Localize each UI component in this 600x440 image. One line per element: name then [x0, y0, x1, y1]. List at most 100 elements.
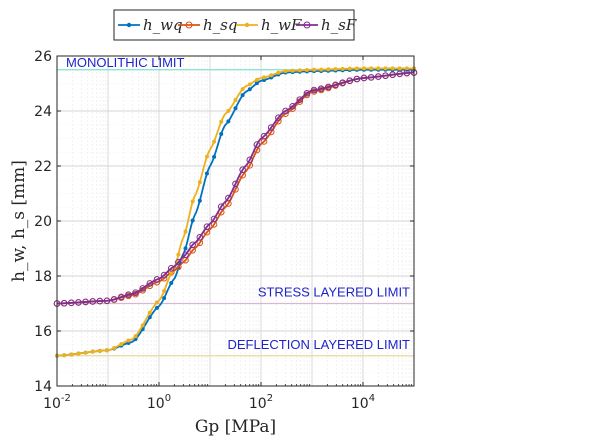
data-point	[212, 139, 217, 144]
data-point	[276, 70, 281, 75]
data-point	[60, 299, 68, 307]
data-point	[360, 74, 368, 82]
y-tick-label: 18	[34, 269, 52, 285]
data-point	[362, 66, 367, 71]
data-point	[319, 67, 324, 72]
data-point	[82, 298, 89, 306]
data-point	[139, 285, 146, 292]
data-point	[247, 87, 252, 92]
legend-swatch-marker	[244, 22, 250, 28]
data-point	[367, 74, 375, 81]
data-point	[182, 251, 189, 259]
data-point	[383, 66, 388, 71]
data-point	[254, 81, 259, 86]
data-point	[96, 297, 104, 305]
data-point	[83, 350, 88, 355]
data-point	[282, 107, 289, 115]
data-point	[175, 258, 182, 266]
data-point	[333, 67, 338, 72]
data-point	[304, 67, 309, 72]
series-hwF	[55, 66, 416, 358]
reference-label: STRESS LAYERED LIMIT	[258, 285, 410, 300]
data-point	[196, 233, 204, 241]
data-point	[396, 70, 404, 78]
data-point	[176, 252, 181, 257]
legend-swatch-marker	[185, 21, 193, 29]
data-point	[117, 293, 125, 301]
data-point	[133, 334, 138, 339]
data-point	[104, 348, 109, 353]
data-point	[89, 298, 96, 305]
data-point	[219, 119, 224, 124]
data-point	[226, 119, 231, 124]
x-tick-base: 10	[43, 396, 61, 412]
data-point	[332, 81, 339, 89]
data-point	[376, 66, 381, 71]
data-point	[183, 246, 188, 251]
data-point	[217, 203, 225, 210]
x-tick-label: 100	[147, 393, 171, 412]
y-tick-label: 20	[34, 214, 52, 230]
data-point	[390, 66, 395, 71]
data-point	[389, 71, 396, 79]
data-point	[339, 79, 346, 86]
data-point	[239, 166, 246, 174]
data-point	[375, 73, 382, 80]
data-point	[269, 73, 274, 78]
data-point	[146, 280, 154, 287]
data-point	[310, 86, 318, 94]
data-point	[119, 342, 124, 347]
data-point	[204, 171, 209, 176]
data-point	[296, 96, 304, 103]
data-point	[354, 66, 359, 71]
data-point	[254, 77, 259, 82]
data-point	[260, 132, 268, 140]
data-point	[197, 180, 202, 185]
data-point	[233, 98, 238, 102]
legend-item-hsq: h_sq	[178, 16, 237, 34]
data-point	[253, 141, 261, 148]
data-point	[219, 131, 224, 136]
data-point	[233, 106, 238, 111]
data-point	[317, 85, 325, 93]
data-point	[154, 305, 159, 310]
y-axis-label: h_w, h_s [mm]	[9, 160, 29, 282]
x-tick-label: 102	[249, 393, 273, 412]
data-point	[154, 300, 159, 305]
data-point	[62, 353, 67, 358]
x-tick-base: 10	[351, 396, 369, 412]
axis-labels: Gp [MPa] h_w, h_s [mm]	[9, 160, 276, 437]
data-point	[404, 66, 409, 71]
y-tick-label: 16	[34, 324, 52, 340]
legend: h_wq h_sq h_wF h_sF	[113, 9, 357, 41]
legend-swatch-marker	[126, 22, 132, 28]
data-point	[232, 180, 239, 188]
reference-label: DEFLECTION LAYERED LIMIT	[227, 337, 410, 352]
x-tick-exponent: 2	[267, 393, 273, 404]
data-point	[240, 93, 245, 98]
data-point	[347, 66, 352, 71]
data-point	[190, 218, 195, 223]
data-point	[246, 156, 254, 164]
legend-item-hsF: h_sF	[296, 16, 357, 34]
y-tick-label: 24	[34, 104, 52, 120]
x-tick-label: 104	[351, 393, 375, 412]
x-axis-label: Gp [MPa]	[195, 417, 276, 437]
data-point	[69, 352, 74, 357]
data-point	[369, 66, 374, 71]
reference-label: MONOLITHIC LIMIT	[66, 55, 185, 70]
data-point	[125, 291, 132, 298]
data-point	[75, 299, 82, 306]
data-point	[275, 114, 282, 122]
data-point	[183, 229, 188, 234]
data-point	[303, 90, 311, 97]
grid	[57, 56, 414, 386]
data-point	[226, 108, 231, 113]
legend-label: h_wF	[261, 16, 302, 34]
data-point	[147, 310, 152, 315]
data-point	[346, 77, 354, 84]
x-tick-exponent: 0	[165, 393, 171, 404]
data-point	[267, 124, 275, 131]
